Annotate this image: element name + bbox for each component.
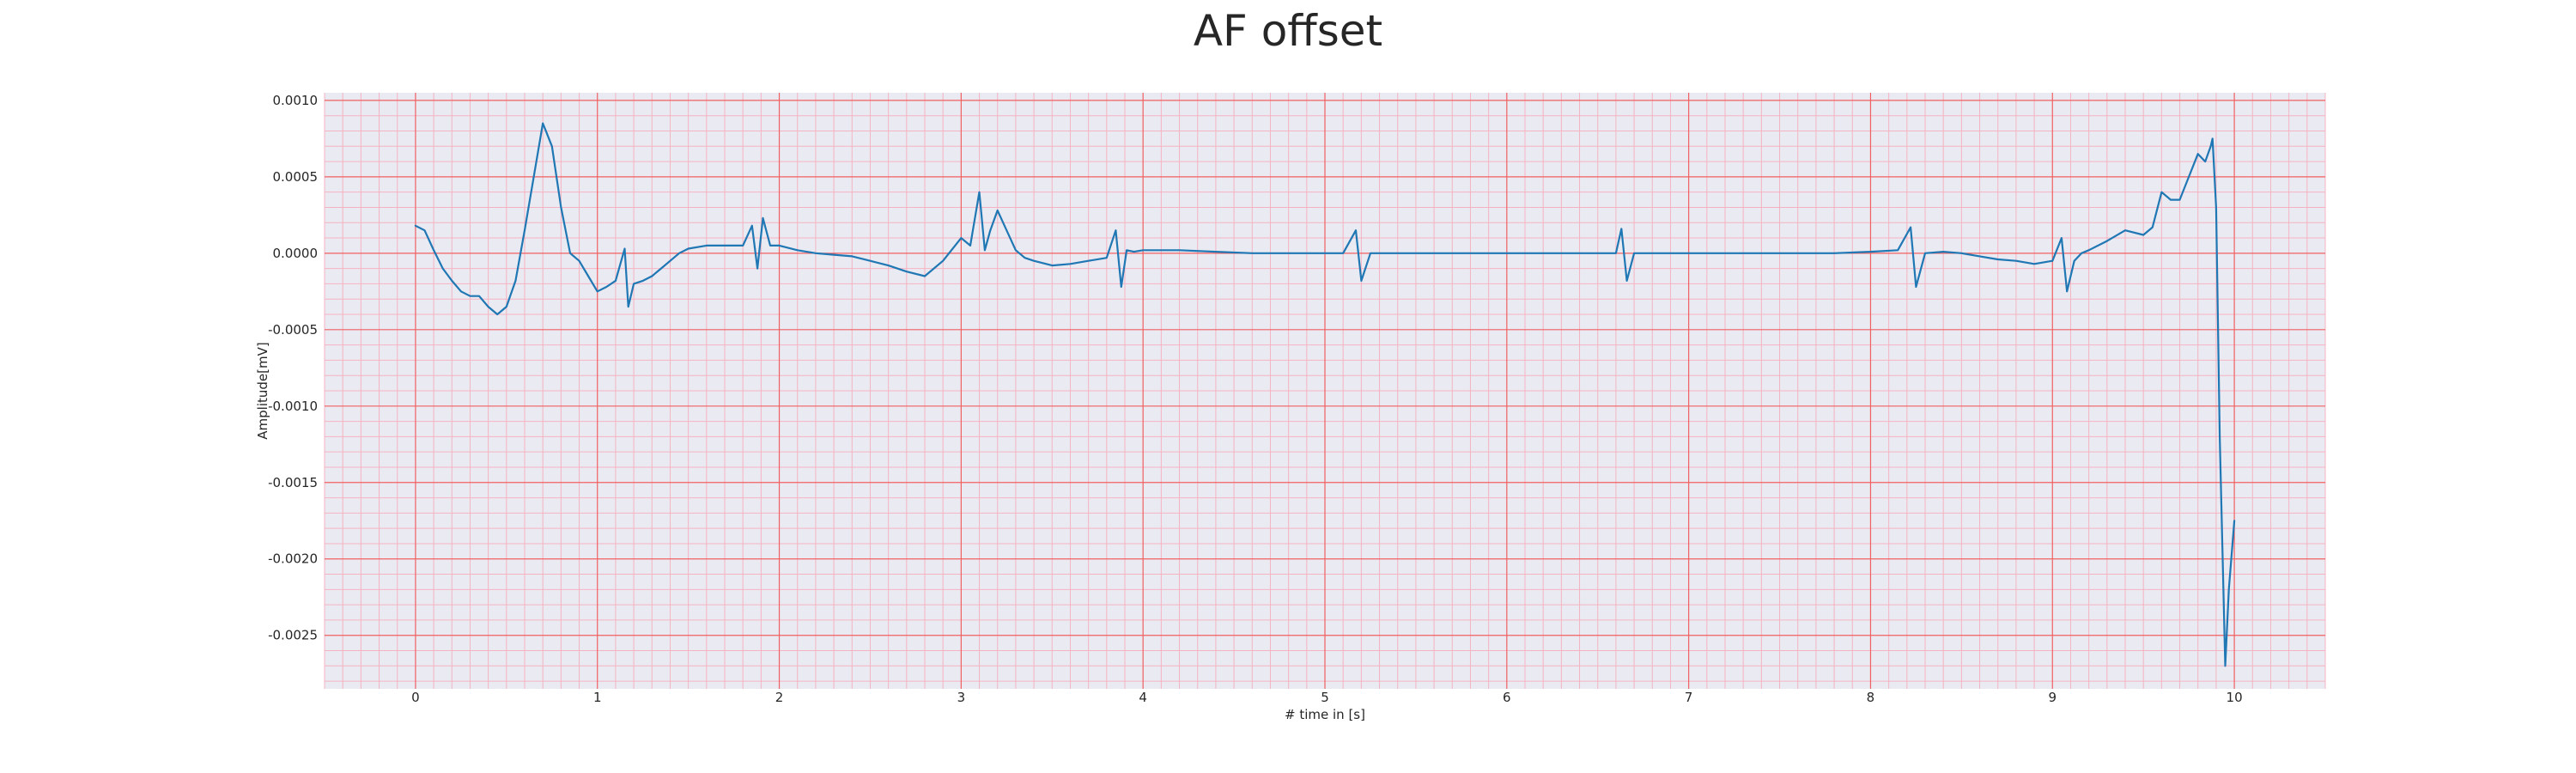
x-tick-label: 6	[1503, 690, 1511, 705]
x-tick-label: 3	[957, 690, 966, 705]
y-tick-label: -0.0010	[268, 399, 318, 414]
y-axis-label: Amplitude[mV]	[255, 342, 270, 439]
x-tick-label: 4	[1139, 690, 1147, 705]
y-tick-label: 0.0000	[273, 246, 319, 261]
x-tick-label: 5	[1321, 690, 1329, 705]
x-tick-label: 0	[411, 690, 420, 705]
y-tick-labels: 0.0010 0.0005 0.0000 -0.0005 -0.0010 -0.0015 -…	[268, 93, 318, 643]
series-layer	[414, 122, 2236, 667]
x-tick-labels: 0 1 2 3 4 5 6 7 8 9 10	[411, 690, 2243, 705]
x-tick-label: 9	[2048, 690, 2057, 705]
x-tick-label: 2	[775, 690, 784, 705]
chart-title: AF offset	[1194, 6, 1382, 56]
y-tick-label: 0.0005	[273, 169, 319, 185]
y-tick-label: -0.0025	[268, 628, 318, 643]
x-axis-label: # time in [s]	[1285, 707, 1365, 722]
major-grid	[325, 93, 2325, 689]
x-tick-label: 8	[1867, 690, 1875, 705]
x-tick-label: 10	[2227, 690, 2243, 705]
y-tick-label: -0.0015	[268, 475, 318, 490]
y-tick-label: 0.0010	[273, 93, 319, 108]
series-line-0	[414, 122, 2236, 667]
y-tick-label: -0.0020	[268, 551, 318, 567]
y-tick-label: -0.0005	[268, 322, 318, 338]
x-tick-label: 7	[1685, 690, 1693, 705]
x-tick-label: 1	[593, 690, 602, 705]
